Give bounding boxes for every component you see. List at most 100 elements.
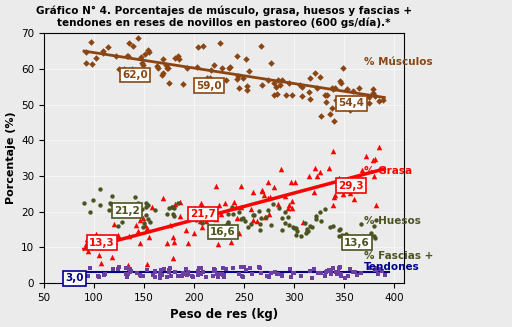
Point: [149, 272, 157, 278]
Point: [246, 221, 254, 226]
Point: [329, 87, 337, 92]
Point: [92, 232, 100, 237]
Point: [306, 97, 314, 102]
Point: [333, 270, 341, 276]
Point: [235, 271, 243, 276]
Point: [145, 234, 153, 240]
Point: [316, 209, 325, 214]
Point: [235, 230, 243, 235]
Point: [340, 275, 349, 280]
Point: [287, 179, 295, 184]
Point: [310, 189, 318, 194]
Point: [322, 269, 330, 275]
Point: [281, 210, 289, 215]
Point: [372, 267, 380, 273]
Point: [156, 275, 164, 280]
Point: [311, 70, 319, 75]
Point: [136, 273, 144, 278]
Y-axis label: Porcentaje (%): Porcentaje (%): [6, 112, 15, 204]
Point: [211, 184, 220, 189]
Point: [255, 265, 264, 270]
Point: [371, 236, 379, 241]
Point: [82, 50, 90, 55]
Point: [262, 214, 270, 219]
Point: [210, 267, 218, 272]
Point: [169, 239, 178, 245]
Point: [144, 216, 152, 221]
Point: [227, 239, 235, 244]
Point: [144, 49, 153, 54]
Point: [134, 36, 142, 41]
Point: [125, 266, 134, 271]
Point: [124, 263, 133, 268]
Point: [335, 227, 344, 232]
Point: [242, 268, 250, 273]
Point: [130, 43, 138, 49]
Point: [197, 266, 205, 271]
Point: [171, 56, 179, 61]
Point: [151, 269, 159, 274]
Point: [142, 200, 150, 205]
Point: [164, 81, 173, 86]
Point: [344, 274, 352, 279]
Point: [243, 87, 251, 92]
Point: [313, 173, 321, 179]
Point: [371, 156, 379, 161]
Point: [255, 266, 264, 271]
Point: [163, 65, 171, 70]
Point: [86, 239, 94, 245]
Point: [95, 252, 103, 257]
Text: % Huesos: % Huesos: [365, 216, 421, 226]
Point: [141, 222, 149, 228]
Point: [292, 233, 300, 238]
Point: [238, 273, 246, 279]
Point: [321, 93, 329, 98]
Point: [237, 216, 245, 222]
Point: [308, 224, 316, 229]
Point: [105, 200, 114, 206]
Text: 3,0: 3,0: [65, 273, 83, 284]
Point: [158, 272, 166, 278]
Point: [98, 236, 106, 241]
Point: [288, 93, 296, 98]
Point: [219, 266, 227, 271]
Point: [114, 232, 122, 238]
Point: [351, 270, 359, 275]
Point: [101, 271, 109, 277]
Point: [139, 224, 147, 230]
Point: [134, 201, 142, 206]
Point: [188, 273, 196, 279]
Text: % Grasa: % Grasa: [365, 166, 413, 176]
Point: [174, 273, 182, 278]
Point: [241, 218, 249, 224]
Point: [99, 48, 107, 53]
Point: [92, 55, 100, 60]
Point: [109, 266, 117, 271]
Point: [108, 193, 116, 198]
Point: [248, 271, 256, 277]
Point: [330, 194, 338, 199]
Point: [270, 92, 278, 97]
Point: [210, 224, 218, 229]
Point: [115, 66, 123, 72]
Point: [249, 217, 257, 222]
Point: [331, 85, 339, 91]
Point: [206, 76, 215, 81]
Point: [296, 273, 305, 278]
Point: [178, 273, 186, 278]
Point: [84, 249, 92, 254]
Point: [197, 200, 205, 206]
Point: [330, 118, 338, 123]
Point: [338, 66, 347, 71]
Point: [329, 223, 337, 228]
Point: [176, 213, 184, 218]
Point: [118, 203, 126, 208]
Point: [151, 270, 159, 275]
Point: [96, 186, 104, 192]
Point: [335, 233, 343, 238]
Point: [337, 80, 345, 86]
Point: [138, 207, 146, 212]
Point: [148, 204, 156, 209]
Point: [265, 211, 273, 216]
Point: [128, 67, 136, 72]
